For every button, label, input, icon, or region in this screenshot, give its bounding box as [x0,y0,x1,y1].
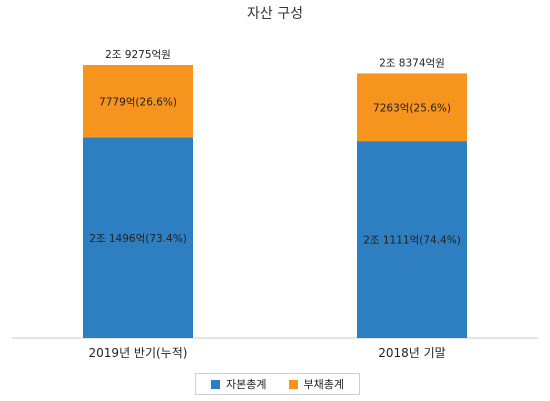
legend-swatch-equity [211,379,221,389]
legend-item-liabilities: 부채총계 [288,376,344,392]
total-label-0: 2조 9275억원 [105,49,171,61]
data-label-equity-1: 2조 1111억(74.4%) [363,235,461,247]
bar-liabilities-1 [357,73,467,142]
category-label-0: 2019년 반기(누적) [89,346,188,360]
legend-item-equity: 자본총계 [211,376,267,392]
legend-label-liabilities: 부채총계 [303,378,344,391]
category-label-1: 2018년 기말 [378,346,445,360]
data-label-liabilities-0: 7779억(26.6%) [99,96,177,108]
bars-group: 2조 1496억(73.4%) 7779억(26.6%) 2조 9275억원 2019… [83,49,467,360]
data-label-liabilities-1: 7263억(25.6%) [373,102,451,114]
bar-equity-1 [357,141,467,338]
bar-equity-0 [83,137,193,338]
chart-title: 자산 구성 [247,6,303,22]
legend: 자본총계 부채총계 [195,373,360,395]
legend-label-equity: 자본총계 [226,378,267,391]
total-label-1: 2조 8374억원 [379,57,445,69]
bar-liabilities-0 [83,65,193,138]
legend-swatch-liabilities [288,379,298,389]
data-label-equity-0: 2조 1496억(73.4%) [89,233,187,245]
